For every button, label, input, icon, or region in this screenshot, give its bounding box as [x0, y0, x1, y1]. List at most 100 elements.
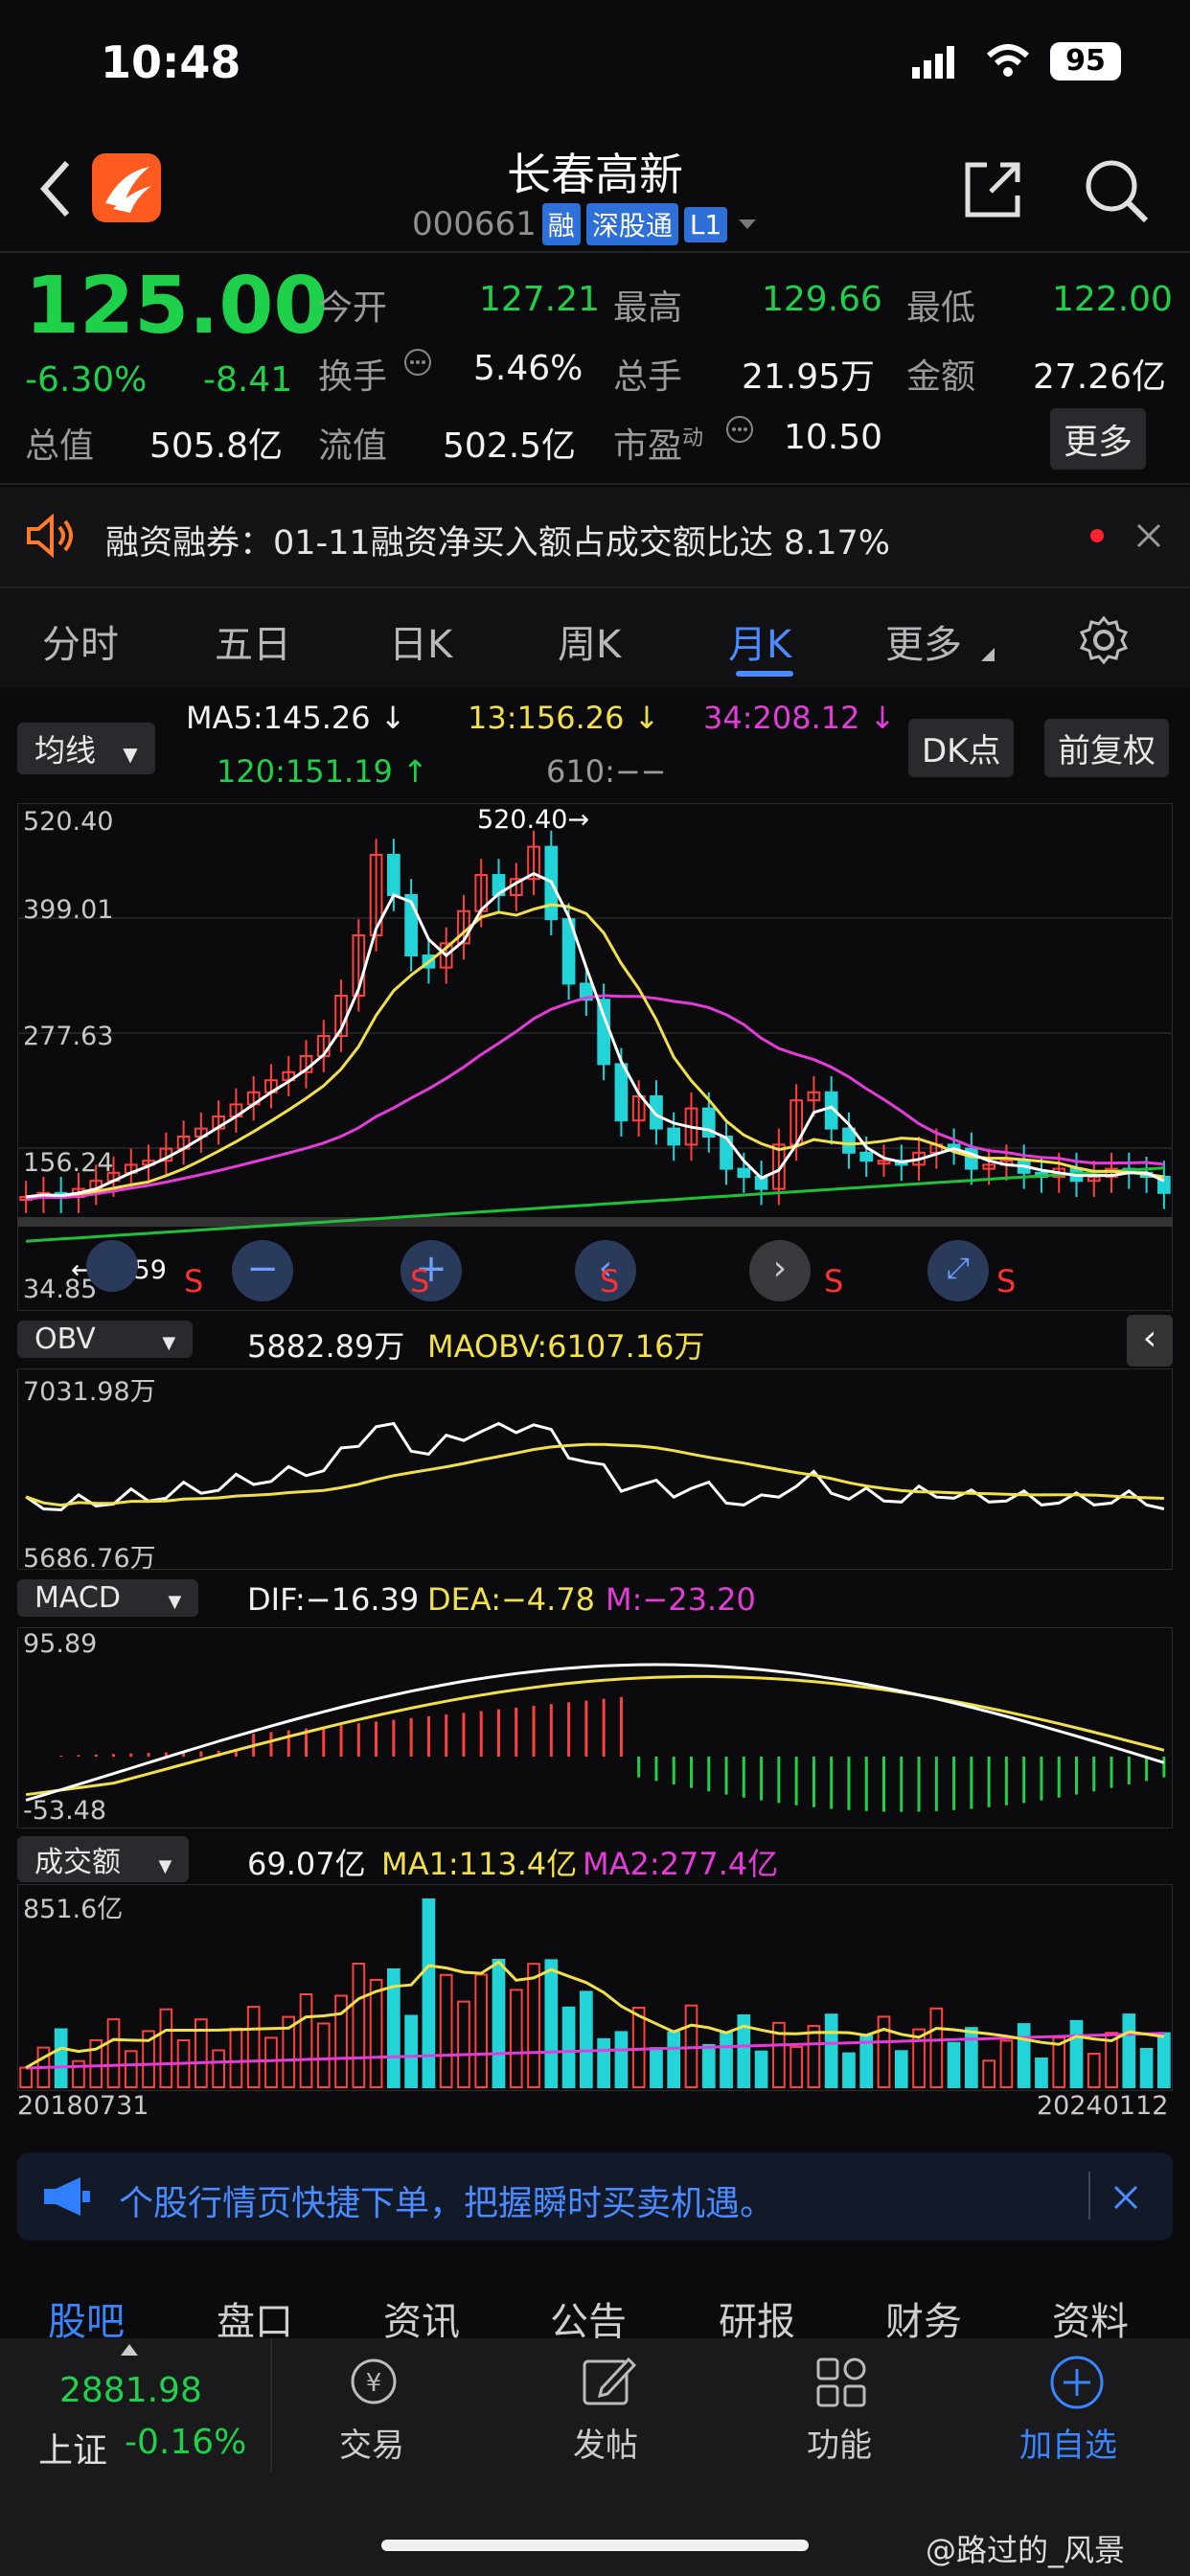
back-icon[interactable] [38, 159, 73, 218]
obv-selector[interactable]: OBV ▼ [17, 1321, 194, 1358]
functions-grid-icon[interactable] [814, 2356, 868, 2409]
edit-post-icon[interactable] [581, 2354, 636, 2409]
tab-intraday[interactable]: 分时 [42, 623, 119, 667]
trade-icon[interactable]: ¥ [343, 2356, 404, 2407]
share-icon[interactable] [962, 159, 1023, 220]
ma13-label: 13:156.26 ↓ [468, 700, 660, 736]
ma120-label: 120:151.19 ↑ [217, 753, 428, 790]
volume-bar [1087, 2053, 1101, 2088]
expand-icon[interactable]: ⤢ [927, 1240, 989, 1301]
sell-marker-3: S [600, 1263, 620, 1300]
macd-selector[interactable]: MACD ▼ [17, 1579, 199, 1617]
promo-banner[interactable] [17, 2152, 1173, 2241]
volume-bar [159, 2008, 173, 2088]
scroll-left-button[interactable] [86, 1240, 138, 1292]
tab-finance[interactable]: 财务 [885, 2300, 962, 2344]
volume-bar [1105, 2032, 1118, 2088]
trade-label[interactable]: 交易 [339, 2426, 404, 2465]
high-value: 129.66 [762, 280, 882, 319]
tab-5day[interactable]: 五日 [215, 623, 291, 667]
candle [439, 942, 453, 969]
adjust-button[interactable]: 前复权 [1044, 719, 1169, 777]
functions-label[interactable]: 功能 [807, 2426, 872, 2465]
tab-orderbook[interactable]: 盘口 [217, 2300, 293, 2344]
candle [701, 1107, 716, 1138]
more-button[interactable]: 更多 [1050, 408, 1147, 470]
last-price: 125.00 [25, 261, 329, 352]
y-tick-5: 34.85 [23, 1275, 98, 1304]
post-label[interactable]: 发帖 [573, 2426, 638, 2465]
close-icon[interactable] [1134, 521, 1163, 550]
kline-chart[interactable] [17, 803, 1173, 1311]
signal-icon [912, 46, 954, 79]
tab-more[interactable]: 更多 [885, 623, 962, 667]
volume-bar [229, 2027, 243, 2089]
dropdown-arrow-icon: ▼ [168, 1592, 182, 1612]
candle [527, 845, 540, 881]
tab-news[interactable]: 资讯 [383, 2300, 460, 2344]
volume-bar [264, 2036, 278, 2088]
y-tick-1: 520.40 [23, 807, 114, 837]
banner-divider [1088, 2172, 1090, 2220]
sell-marker-4: S [824, 1263, 844, 1300]
connect-tag: 深股通 [585, 203, 678, 245]
volume-bar [246, 2006, 261, 2089]
float-label: 流值 [318, 426, 388, 466]
chevron-right-icon[interactable]: › [749, 1240, 811, 1301]
ma5-label: MA5:145.26 ↓ [186, 700, 406, 736]
volume-bar [929, 2007, 944, 2088]
close-icon[interactable] [1111, 2183, 1140, 2212]
volume-label: 总手 [613, 357, 683, 397]
ma-selector[interactable]: 均线 ▼ [17, 723, 155, 774]
caret-down-icon[interactable] [737, 218, 758, 231]
pe-label-sup: 动 [682, 426, 704, 450]
dk-point-button[interactable]: DK点 [908, 719, 1015, 777]
volume-bar [842, 2052, 856, 2089]
volume-bar [282, 2015, 296, 2089]
candle [982, 1163, 995, 1170]
volume-chart [17, 1884, 1173, 2091]
volume-selector[interactable]: 成交额 ▼ [17, 1836, 190, 1882]
settings-gear-icon[interactable] [1079, 615, 1129, 665]
amount-label: 金额 [906, 357, 976, 397]
search-icon[interactable] [1083, 157, 1150, 224]
volume-bar [492, 1959, 506, 2088]
chevron-left-icon[interactable]: ‹ [575, 1240, 636, 1301]
volume-bar [1157, 2032, 1171, 2089]
index-value[interactable]: 2881.98 [59, 2371, 202, 2410]
volume-bar [631, 2007, 646, 2088]
obv-ma-value: MAOBV:6107.16万 [427, 1328, 705, 1365]
tab-profile[interactable]: 资料 [1052, 2300, 1129, 2344]
date-end: 20240112 [1037, 2091, 1169, 2121]
period-tabs [0, 588, 1190, 688]
candle [597, 999, 610, 1066]
change-abs: -8.41 [203, 360, 293, 400]
volume-bar [72, 2059, 85, 2088]
macd-dif: DIF:−16.39 [247, 1581, 420, 1618]
tab-announcements[interactable]: 公告 [550, 2300, 627, 2344]
zoom-out-button[interactable]: − [232, 1240, 293, 1301]
notice-bar[interactable] [0, 487, 1190, 586]
zoom-in-button[interactable]: + [400, 1240, 462, 1301]
add-watchlist-icon[interactable] [1048, 2354, 1106, 2411]
watermark: @路过的_风景 [926, 2532, 1126, 2568]
volume-bar [580, 1990, 593, 2088]
volume-bar [720, 2032, 733, 2088]
banner-text: 个股行情页快捷下单，把握瞬时买卖机遇。 [119, 2184, 775, 2223]
volume-bar [544, 1959, 559, 2089]
tab-daily[interactable]: 日K [389, 623, 453, 667]
tab-weekly[interactable]: 周K [558, 623, 622, 667]
info-icon[interactable] [724, 414, 755, 445]
tab-research[interactable]: 研报 [719, 2300, 795, 2344]
svg-text:¥: ¥ [366, 2369, 382, 2398]
home-indicator[interactable] [381, 2540, 809, 2551]
volume-bar [106, 2018, 121, 2089]
info-icon[interactable] [402, 347, 433, 378]
margin-tag: 融 [541, 203, 581, 245]
macd-dea: DEA:−4.78 [427, 1581, 596, 1618]
tab-forum[interactable]: 股吧 [48, 2300, 125, 2344]
add-watchlist-label[interactable]: 加自选 [1019, 2426, 1117, 2465]
tab-monthly[interactable]: 月K [728, 623, 792, 667]
collapse-panel-icon[interactable]: ‹ [1127, 1315, 1173, 1367]
volume-value: 69.07亿 [247, 1846, 366, 1882]
